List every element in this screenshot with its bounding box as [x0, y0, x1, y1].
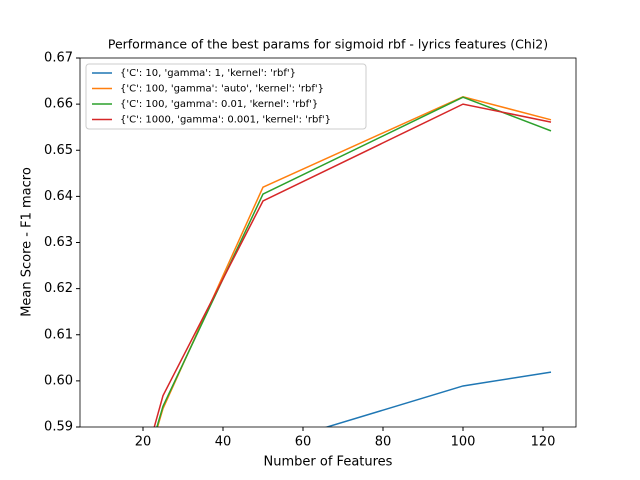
axes-frame — [79, 57, 577, 428]
y-tick-label: 0.65 — [44, 143, 73, 158]
line — [156, 96, 552, 427]
line — [153, 103, 552, 427]
y-tick-label: 0.61 — [44, 327, 73, 342]
legend-label: {'C': 100, 'gamma': 0.01, 'kernel': 'rbf… — [120, 99, 318, 110]
legend-label: {'C': 1000, 'gamma': 0.001, 'kernel': 'r… — [120, 115, 331, 126]
legend-label: {'C': 100, 'gamma': 'auto', 'kernel': 'r… — [120, 84, 324, 95]
y-tick-label: 0.62 — [44, 281, 73, 296]
x-axis-label: Number of Features — [264, 455, 393, 470]
y-tick-label: 0.63 — [44, 235, 73, 250]
line — [156, 95, 552, 427]
x-tick-label: 60 — [295, 435, 312, 450]
x-tick-label: 100 — [451, 435, 476, 450]
y-tick-label: 0.66 — [44, 97, 73, 112]
plot-area — [153, 95, 552, 427]
y-tick-label: 0.60 — [44, 373, 73, 388]
y-tick-label: 0.64 — [44, 189, 73, 204]
y-tick-label: 0.67 — [44, 51, 73, 66]
legend-label: {'C': 10, 'gamma': 1, 'kernel': 'rbf'} — [120, 68, 296, 79]
legend-box — [85, 63, 367, 130]
x-tick-label: 120 — [531, 435, 556, 450]
y-tick-label: 0.59 — [44, 420, 73, 435]
x-tick-label: 40 — [215, 435, 232, 450]
x-tick-label: 20 — [135, 435, 152, 450]
line — [324, 371, 552, 427]
y-axis-label: Mean Score - F1 macro — [20, 167, 35, 317]
chart-title: Performance of the best params for sigmo… — [108, 37, 548, 52]
x-tick-label: 80 — [375, 435, 392, 450]
